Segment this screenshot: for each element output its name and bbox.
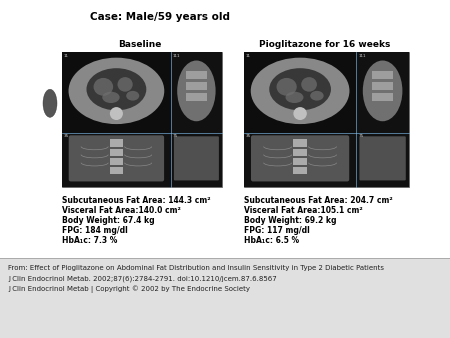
Bar <box>356 133 409 187</box>
Text: 35: 35 <box>64 134 69 138</box>
Ellipse shape <box>102 92 120 103</box>
Ellipse shape <box>293 107 307 120</box>
Bar <box>244 52 409 187</box>
Bar <box>372 82 393 90</box>
Text: Visceral Fat Area:105.1 cm²: Visceral Fat Area:105.1 cm² <box>244 206 363 215</box>
Text: FPG: 184 mg/dl: FPG: 184 mg/dl <box>62 226 128 235</box>
Ellipse shape <box>251 58 350 124</box>
Text: 35: 35 <box>246 134 251 138</box>
Ellipse shape <box>301 77 317 92</box>
Bar <box>356 52 409 133</box>
Ellipse shape <box>110 107 123 120</box>
Text: 75: 75 <box>358 134 364 138</box>
Ellipse shape <box>117 77 133 92</box>
Text: 11: 11 <box>246 54 251 58</box>
Bar <box>171 133 222 187</box>
Text: Baseline: Baseline <box>118 40 162 49</box>
Bar <box>372 93 393 101</box>
Text: FPG: 117 mg/dl: FPG: 117 mg/dl <box>244 226 310 235</box>
Ellipse shape <box>126 91 139 101</box>
Ellipse shape <box>43 89 57 117</box>
Ellipse shape <box>94 78 113 96</box>
Text: Subcutaneous Fat Area: 204.7 cm²: Subcutaneous Fat Area: 204.7 cm² <box>244 196 393 205</box>
Bar <box>62 52 171 133</box>
Bar <box>293 140 307 146</box>
Text: J Clin Endocrinol Metab | Copyright © 2002 by The Endocrine Society: J Clin Endocrinol Metab | Copyright © 20… <box>8 285 250 293</box>
Text: HbA₁c: 7.3 %: HbA₁c: 7.3 % <box>62 236 117 245</box>
Text: Body Weight: 69.2 kg: Body Weight: 69.2 kg <box>244 216 337 225</box>
Bar <box>244 133 356 187</box>
Bar <box>372 71 393 79</box>
FancyBboxPatch shape <box>251 135 349 182</box>
FancyBboxPatch shape <box>360 136 406 180</box>
Text: Body Weight: 67.4 kg: Body Weight: 67.4 kg <box>62 216 155 225</box>
Bar <box>293 158 307 165</box>
Bar <box>186 82 207 90</box>
Ellipse shape <box>68 58 164 124</box>
Ellipse shape <box>269 68 331 110</box>
Text: Pioglitazone for 16 weeks: Pioglitazone for 16 weeks <box>259 40 391 49</box>
FancyBboxPatch shape <box>69 135 164 182</box>
Bar <box>110 149 123 156</box>
Bar <box>110 158 123 165</box>
Bar <box>62 52 222 187</box>
Bar <box>186 71 207 79</box>
Bar <box>62 133 171 187</box>
FancyBboxPatch shape <box>174 136 219 180</box>
Ellipse shape <box>277 78 297 96</box>
Text: 75: 75 <box>173 134 178 138</box>
Text: Case: Male/59 years old: Case: Male/59 years old <box>90 12 230 22</box>
Bar <box>110 167 123 174</box>
Bar <box>0 258 450 338</box>
Ellipse shape <box>86 68 146 110</box>
Text: J Clin Endocrinol Metab. 2002;87(6):2784-2791. doi:10.1210/jcem.87.6.8567: J Clin Endocrinol Metab. 2002;87(6):2784… <box>8 275 277 282</box>
Text: 111: 111 <box>173 54 180 58</box>
Text: 11: 11 <box>64 54 69 58</box>
Bar <box>171 52 222 133</box>
Text: Visceral Fat Area:140.0 cm²: Visceral Fat Area:140.0 cm² <box>62 206 181 215</box>
Bar <box>293 167 307 174</box>
Text: HbA₁c: 6.5 %: HbA₁c: 6.5 % <box>244 236 299 245</box>
Bar <box>293 149 307 156</box>
Bar <box>110 140 123 146</box>
Bar <box>244 52 356 133</box>
Ellipse shape <box>310 91 324 101</box>
Ellipse shape <box>177 61 216 121</box>
Ellipse shape <box>363 61 402 121</box>
Ellipse shape <box>285 92 303 103</box>
Bar <box>186 93 207 101</box>
Text: 111: 111 <box>358 54 366 58</box>
Text: From: Effect of Pioglitazone on Abdominal Fat Distribution and Insulin Sensitivi: From: Effect of Pioglitazone on Abdomina… <box>8 265 384 271</box>
Text: Subcutaneous Fat Area: 144.3 cm²: Subcutaneous Fat Area: 144.3 cm² <box>62 196 211 205</box>
